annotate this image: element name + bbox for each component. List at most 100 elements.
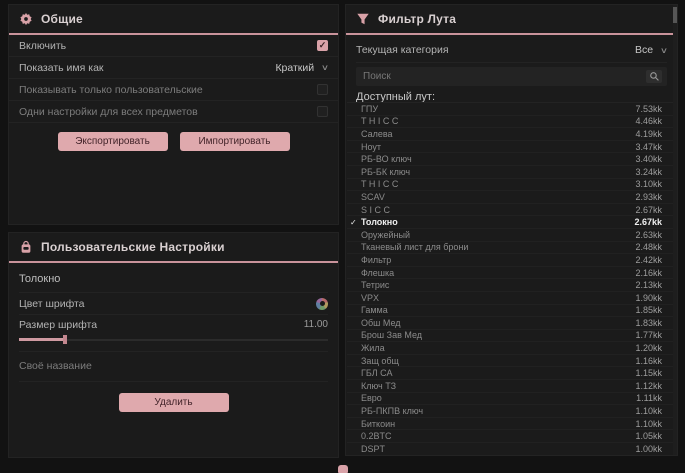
- loot-item-row[interactable]: РБ-ВО ключ 3.40kk: [347, 153, 676, 166]
- same-settings-row: Одни настройки для всех предметов: [9, 101, 338, 123]
- enable-checkbox[interactable]: ✓: [317, 40, 328, 51]
- loot-item-value: 1.10kk: [635, 418, 662, 429]
- custom-name-input[interactable]: [19, 352, 328, 382]
- enable-label: Включить: [19, 39, 67, 52]
- loot-item-value: 4.19kk: [635, 128, 662, 139]
- loot-item-row[interactable]: SCAV 2.93kk: [347, 191, 676, 204]
- panel-loot-header: Фильтр Лута: [346, 5, 677, 35]
- loot-item-name: S I C C: [361, 204, 391, 215]
- loot-item-value: 1.12kk: [635, 380, 662, 391]
- chevron-down-icon: ∨: [659, 45, 669, 55]
- only-user-checkbox[interactable]: [317, 84, 328, 95]
- backpack-icon: [19, 240, 33, 254]
- same-settings-checkbox[interactable]: [317, 106, 328, 117]
- loot-item-row[interactable]: Ключ ТЗ 1.12kk: [347, 380, 676, 393]
- loot-item-row[interactable]: Гамма 1.85kk: [347, 305, 676, 318]
- loot-item-name: Фильтр: [361, 254, 392, 265]
- selected-item-name: Толокно: [19, 273, 328, 293]
- slider-thumb[interactable]: [63, 335, 67, 344]
- loot-item-name: VPX: [361, 292, 380, 303]
- panel-title: Фильтр Лута: [378, 12, 457, 26]
- available-loot-label: Доступный лут:: [356, 91, 436, 103]
- same-settings-label: Одни настройки для всех предметов: [19, 105, 198, 118]
- category-dropdown[interactable]: Все ∨: [635, 44, 669, 56]
- loot-item-row[interactable]: Оружейный 2.63kk: [347, 229, 676, 242]
- loot-item-name: РБ-БК ключ: [361, 166, 411, 177]
- loot-item-name: Обш Мед: [361, 317, 401, 328]
- category-label: Текущая категория: [356, 44, 449, 56]
- loot-item-name: DSPT: [361, 443, 386, 454]
- delete-button[interactable]: Удалить: [118, 393, 229, 412]
- enable-row: Включить ✓: [9, 35, 338, 57]
- show-name-row: Показать имя как Краткий ∨: [9, 57, 338, 79]
- loot-item-row[interactable]: DSPT 1.00kk: [347, 443, 676, 454]
- loot-item-row[interactable]: Обш Мед 1.83kk: [347, 317, 676, 330]
- loot-item-value: 4.46kk: [635, 116, 662, 127]
- loot-item-row[interactable]: VPX 1.90kk: [347, 292, 676, 305]
- loot-item-name: Флешка: [361, 267, 395, 278]
- loot-item-row[interactable]: ГПУ 7.53kk: [347, 103, 676, 116]
- loot-item-row[interactable]: Тетрис 2.13kk: [347, 279, 676, 292]
- loot-item-row[interactable]: Салева 4.19kk: [347, 128, 676, 141]
- loot-item-value: 1.11kk: [636, 393, 662, 404]
- font-size-slider[interactable]: [19, 335, 328, 344]
- loot-item-row[interactable]: Фильтр 2.42kk: [347, 254, 676, 267]
- loot-item-name: T H I C C: [361, 116, 399, 127]
- scrollbar-thumb[interactable]: [673, 7, 677, 23]
- loot-item-value: 1.77kk: [635, 330, 662, 341]
- loot-item-name: Брош Зав Мед: [361, 330, 423, 341]
- loot-item-row[interactable]: Защ общ 1.16kk: [347, 355, 676, 368]
- loot-item-value: 1.05kk: [635, 431, 662, 442]
- loot-item-row[interactable]: ГБЛ СА 1.15kk: [347, 367, 676, 381]
- category-row: Текущая категория Все ∨: [356, 38, 669, 63]
- loot-item-row[interactable]: T H I C C 3.10kk: [347, 179, 676, 192]
- loot-item-name: ГБЛ СА: [361, 368, 393, 379]
- loot-item-value: 2.48kk: [635, 242, 662, 253]
- font-size-label: Размер шрифта: [19, 318, 98, 331]
- color-wheel-icon[interactable]: [316, 297, 328, 310]
- loot-item-value: 1.85kk: [635, 305, 662, 316]
- loot-item-row[interactable]: Евро 1.11kk: [347, 393, 676, 406]
- loot-item-name: Ключ ТЗ: [361, 380, 397, 391]
- loot-item-row[interactable]: Флешка 2.16kk: [347, 267, 676, 280]
- loot-item-value: 3.10kk: [635, 179, 662, 190]
- loot-item-name: Жила: [361, 343, 385, 354]
- search-icon[interactable]: [646, 70, 662, 83]
- loot-item-row[interactable]: Брош Зав Мед 1.77kk: [347, 330, 676, 343]
- loot-item-row[interactable]: Биткоин 1.10kk: [347, 418, 676, 431]
- loot-item-value: 1.83kk: [635, 317, 662, 328]
- panel-loot-filter: Фильтр Лута Текущая категория Все ∨ Дост…: [345, 4, 678, 456]
- loot-item-row[interactable]: Жила 1.20kk: [347, 342, 676, 355]
- loot-item-row[interactable]: РБ-ПКПВ ключ 1.10kk: [347, 405, 676, 418]
- loot-item-row[interactable]: ✓ Толокно 2.67kk: [347, 216, 676, 229]
- loot-item-row[interactable]: Ноут 3.47kk: [347, 141, 676, 154]
- show-name-dropdown[interactable]: Краткий ∨: [275, 62, 329, 74]
- loot-item-name: РБ-ВО ключ: [361, 154, 412, 165]
- scrollbar[interactable]: [673, 5, 677, 455]
- loot-item-value: 2.67kk: [634, 217, 662, 228]
- loot-item-row[interactable]: Тканевый лист для брони 2.48kk: [347, 242, 676, 255]
- bottom-handle-icon[interactable]: [338, 465, 348, 473]
- panel-general-header: Общие: [9, 5, 338, 35]
- loot-item-row[interactable]: 0.2BTC 1.05kk: [347, 430, 676, 444]
- slider-fill: [19, 338, 65, 341]
- loot-item-row[interactable]: S I C C 2.67kk: [347, 204, 676, 217]
- loot-item-name: РБ-ПКПВ ключ: [361, 406, 424, 417]
- loot-item-value: 3.47kk: [635, 141, 662, 152]
- loot-item-row[interactable]: РБ-БК ключ 3.24kk: [347, 166, 676, 179]
- loot-item-row[interactable]: T H I C C 4.46kk: [347, 116, 676, 129]
- selected-check-icon: ✓: [350, 217, 357, 227]
- search-input[interactable]: [361, 70, 646, 83]
- loot-item-value: 1.00kk: [635, 443, 662, 454]
- loot-item-name: Защ общ: [361, 355, 399, 366]
- loot-item-name: Евро: [361, 393, 382, 404]
- import-button[interactable]: Импортировать: [179, 132, 290, 151]
- export-button[interactable]: Экспортировать: [57, 132, 168, 151]
- loot-item-value: 1.20kk: [635, 343, 662, 354]
- loot-item-name: SCAV: [361, 191, 385, 202]
- loot-item-value: 3.24kk: [635, 166, 662, 177]
- panel-title: Общие: [41, 12, 83, 26]
- loot-item-value: 2.13kk: [635, 280, 662, 291]
- loot-item-name: Оружейный: [361, 229, 411, 240]
